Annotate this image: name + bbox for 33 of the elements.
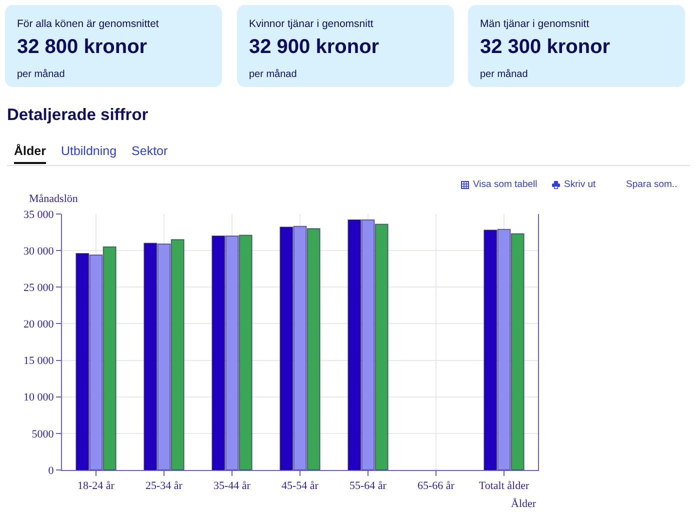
x-tick-label: Totalt ålder [478,480,530,492]
text: 32 300 kronor [480,36,610,59]
y-tick-label: 10 000 [24,392,54,404]
text: per månad [17,69,65,80]
x-tick-label: 45-54 år [282,480,319,492]
x-tick-label: 18-24 år [78,480,115,492]
text: Kvinnor tjänar i genomsnitt [249,18,374,30]
text: Visa som tabell [473,179,538,190]
text: Spara som.. [626,179,678,190]
y-tick-label: 30 000 [24,245,54,258]
y-axis-title: Månadslön [29,193,78,205]
text: Sektor [132,144,168,160]
text: Skriv ut [564,179,596,190]
x-axis-title: Ålder [511,497,536,510]
text: Detaljerade siffror [7,106,148,125]
x-tick-label: 65-66 år [418,480,455,492]
y-tick-label: 35 000 [24,208,54,221]
text: 32 800 kronor [17,36,148,59]
x-tick-label: 25-34 år [146,480,183,492]
y-tick-label: 5000 [32,428,54,440]
text: per månad [249,69,297,80]
y-tick-label: 15 000 [24,355,54,368]
x-tick-label: 35-44 år [214,480,251,492]
text: per månad [480,69,528,80]
text: Ålder [14,144,46,164]
text: 32 900 kronor [249,36,380,59]
y-tick-label: 0 [48,464,54,477]
y-tick-label: 25 000 [24,282,54,294]
text: För alla könen är genomsnittet [17,18,159,30]
text: Utbildning [60,144,117,160]
x-tick-label: 55-64 år [350,480,387,492]
y-tick-label: 20 000 [24,318,54,331]
text: Män tjänar i genomsnitt [480,18,590,30]
